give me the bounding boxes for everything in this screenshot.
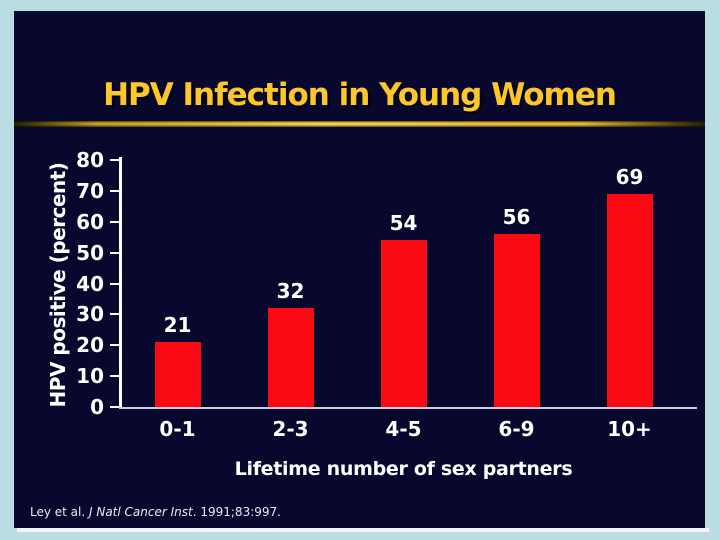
y-tick-mark — [110, 406, 120, 408]
x-category-label: 6-9 — [498, 417, 535, 441]
x-category-label: 10+ — [607, 417, 652, 441]
y-tick-mark — [110, 344, 120, 347]
slide-bottom-edge — [17, 528, 709, 532]
bar — [267, 308, 314, 407]
x-axis-labels: 0-1 2-3 4-5 6-9 10+ — [121, 417, 686, 441]
plot-area: 21 32 54 56 69 — [121, 160, 686, 407]
y-tick-label: 60 — [76, 209, 104, 234]
y-tick-label: 30 — [76, 302, 104, 327]
bar-value-label: 32 — [276, 279, 305, 304]
y-tick-mark — [110, 220, 120, 223]
citation: Ley et al. J Natl Cancer Inst. 1991;83:9… — [30, 505, 281, 519]
y-tick-mark — [110, 189, 120, 192]
bar-value-label: 54 — [389, 211, 418, 236]
bar — [606, 193, 653, 407]
bar-slot: 56 — [460, 160, 573, 407]
bar — [154, 342, 201, 407]
bar-chart: HPV positive (percent) 0 10 20 30 40 50 60 70 80… — [14, 11, 705, 528]
slide: HPV Infection in Young Women HPV positiv… — [14, 11, 705, 528]
x-axis-line — [119, 407, 697, 409]
citation-suffix: . 1991;83:997. — [192, 505, 281, 519]
citation-journal: J Natl Cancer Inst — [89, 505, 193, 519]
y-axis-line — [119, 157, 122, 408]
y-tick-label: 0 — [90, 395, 104, 419]
bar-slot: 54 — [347, 160, 460, 407]
slide-title: HPV Infection in Young Women — [103, 77, 617, 113]
y-tick-mark — [110, 159, 120, 161]
y-tick-mark — [110, 282, 120, 285]
y-tick-label: 40 — [76, 271, 104, 296]
x-category-label: 2-3 — [272, 417, 309, 441]
y-tick-label: 10 — [76, 364, 104, 389]
bar — [493, 234, 540, 407]
bar-value-label: 56 — [502, 205, 531, 230]
x-category-label: 4-5 — [385, 417, 422, 441]
citation-prefix: Ley et al. — [30, 505, 89, 519]
bar-slot: 32 — [234, 160, 347, 407]
y-tick-mark — [110, 375, 120, 378]
y-tick-label: 80 — [76, 148, 104, 172]
bar-value-label: 21 — [163, 313, 192, 338]
bar-slot: 21 — [121, 160, 234, 407]
bar — [380, 240, 427, 407]
bar-value-label: 69 — [615, 164, 644, 189]
y-tick-mark — [110, 313, 120, 316]
x-axis-title: Lifetime number of sex partners — [234, 458, 573, 480]
y-tick-label: 20 — [76, 333, 104, 358]
x-category-label: 0-1 — [159, 417, 196, 441]
y-tick-label: 50 — [76, 240, 104, 265]
y-tick-label: 70 — [76, 178, 104, 203]
title-divider-line — [14, 121, 705, 127]
y-tick-mark — [110, 251, 120, 254]
bar-slot: 69 — [573, 160, 686, 407]
